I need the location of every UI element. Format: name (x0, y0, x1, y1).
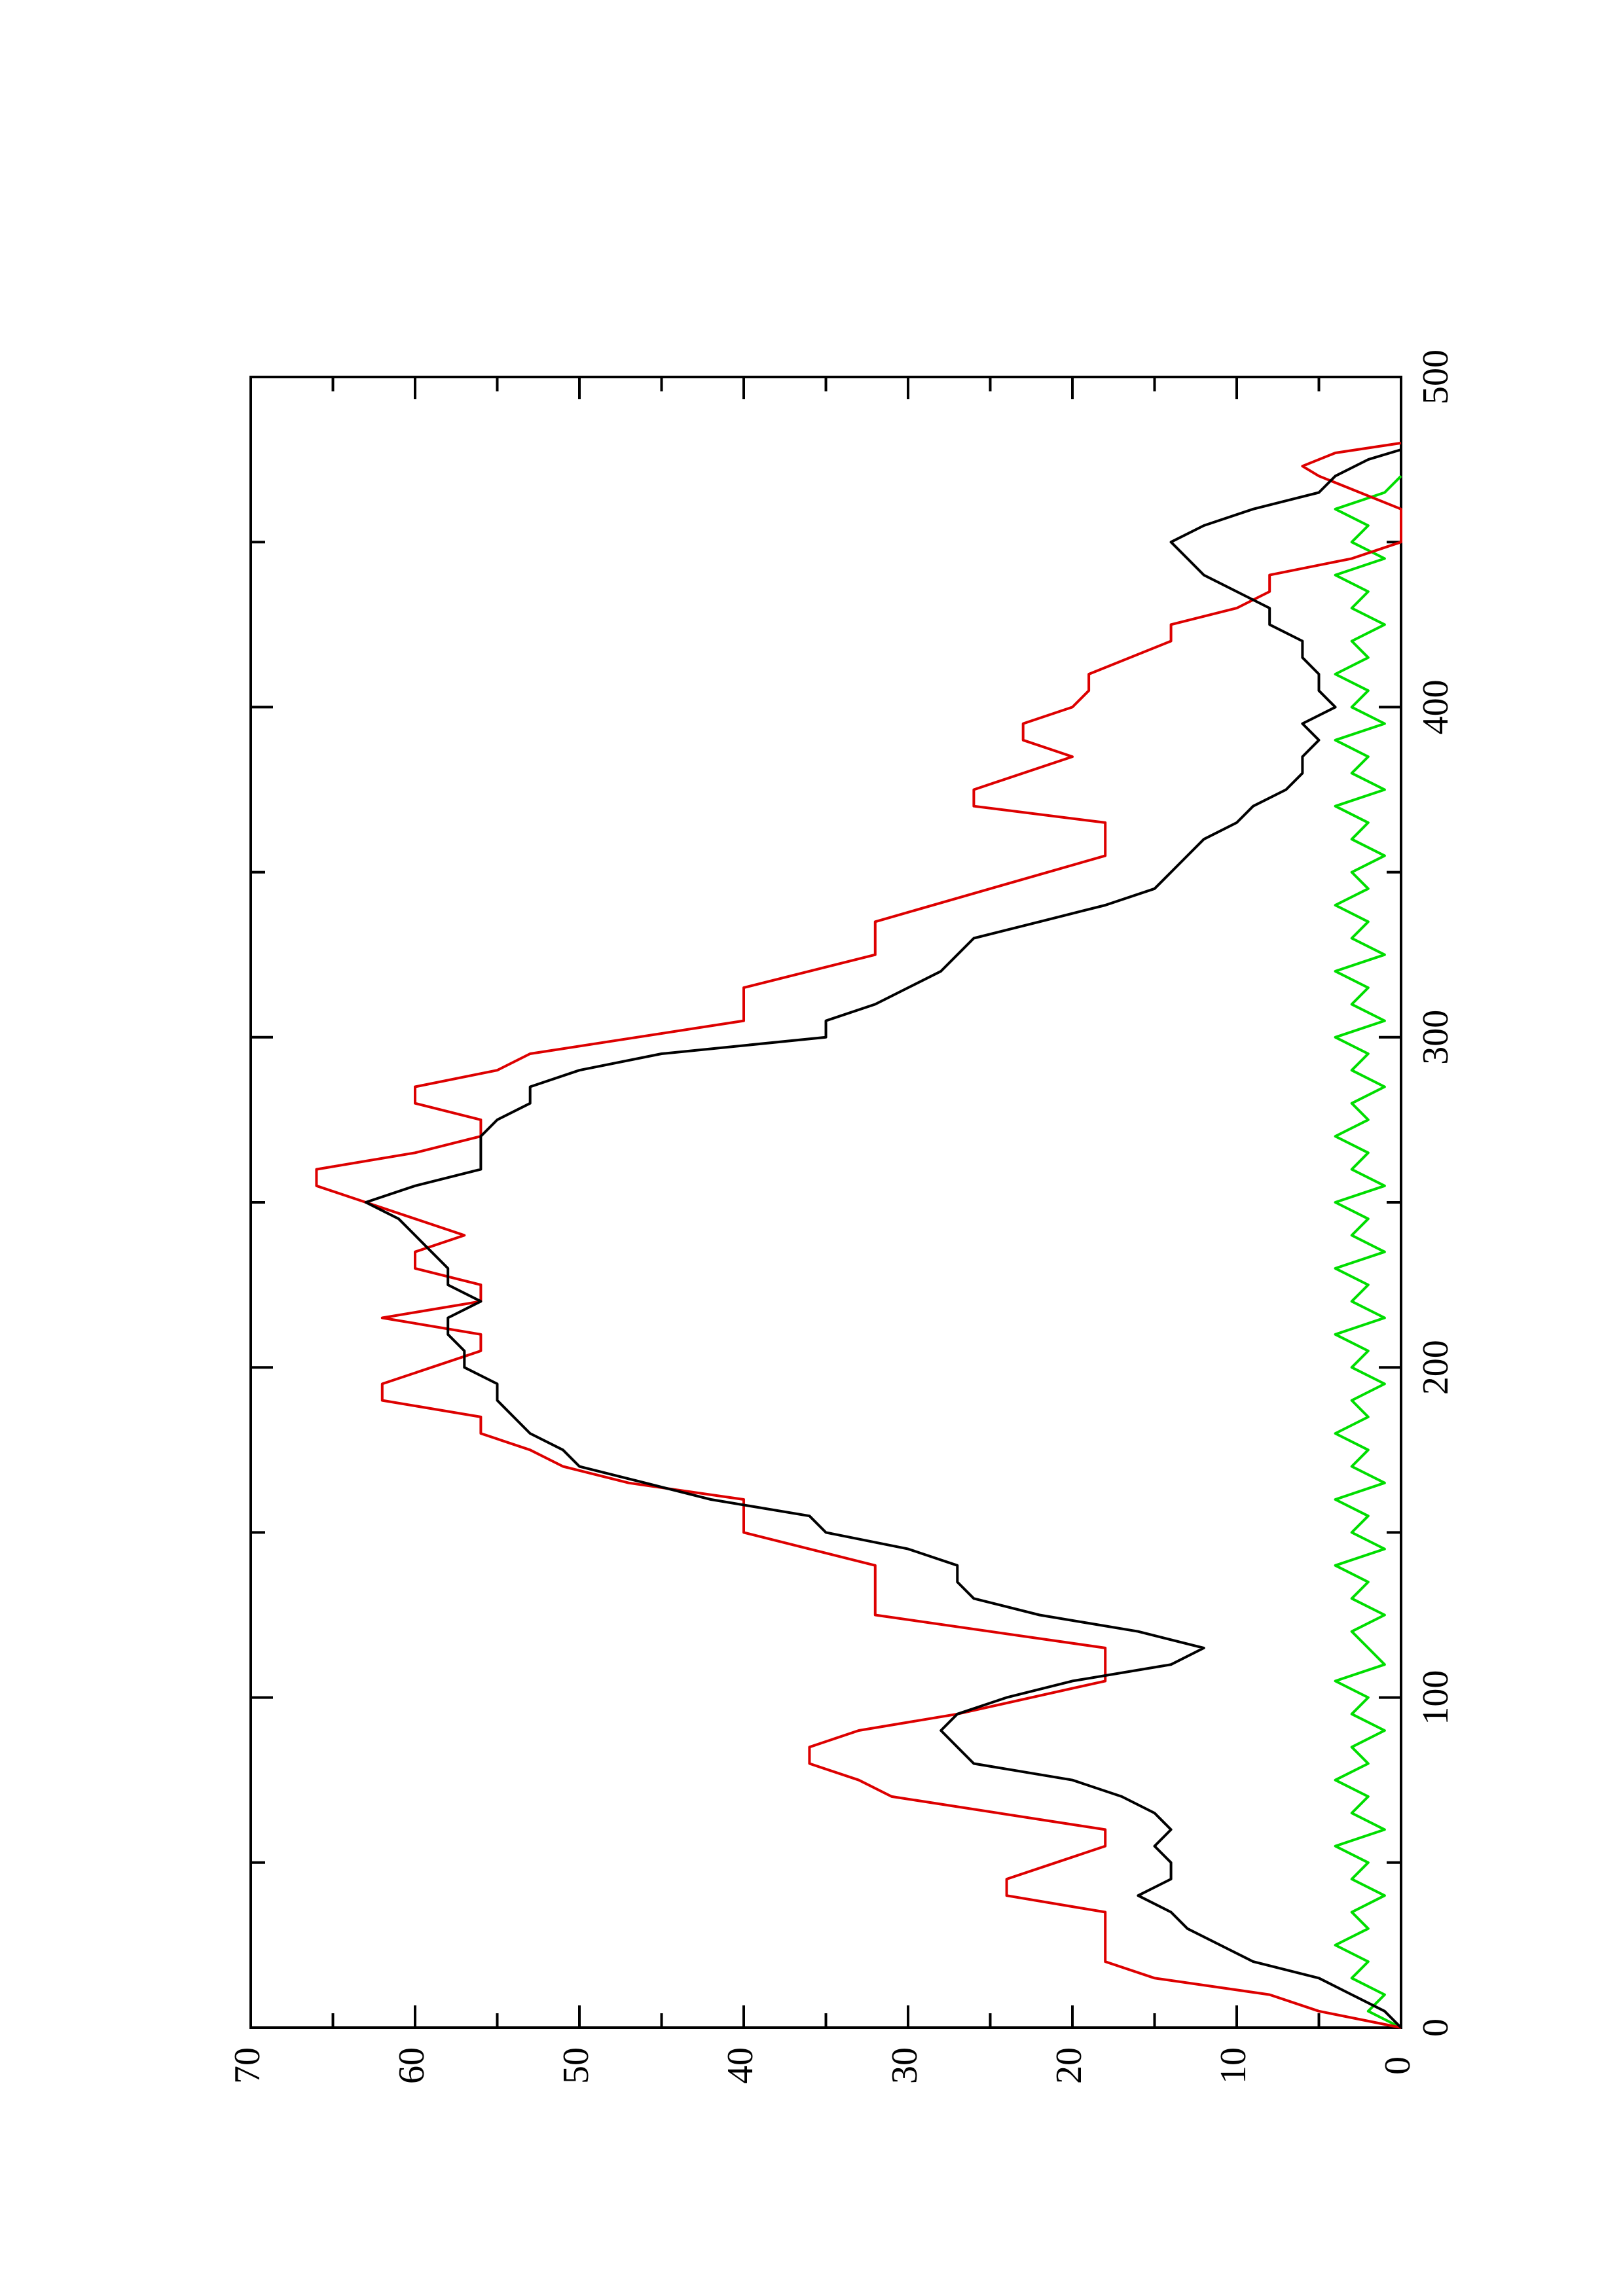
y-tick-label: 70 (227, 2047, 268, 2084)
x-tick-label: 300 (1415, 1010, 1456, 1065)
y-tick-label: 50 (556, 2047, 596, 2084)
series-red-line (315, 441, 1402, 2029)
x-tick-label: 200 (1415, 1340, 1456, 1395)
x-tick-label: 400 (1415, 679, 1456, 734)
y-tick-label: 60 (392, 2047, 432, 2084)
series-black-line (364, 448, 1402, 2029)
x-tick-label: 100 (1415, 1670, 1456, 1725)
y-tick-label: 0 (1377, 2056, 1418, 2075)
x-tick-label: 500 (1415, 350, 1456, 404)
y-tick-label: 30 (884, 2047, 925, 2084)
y-tick-label: 10 (1213, 2047, 1254, 2084)
series-green-line (1334, 475, 1402, 2029)
y-tick-label: 40 (720, 2047, 761, 2084)
y-tick-label: 20 (1049, 2047, 1089, 2084)
plot-area: 0 100 200 300 400 500 0 10 20 30 40 50 60 70 (227, 350, 1456, 2084)
x-tick-label: 0 (1415, 2018, 1456, 2037)
plot-frame (249, 376, 1402, 2029)
